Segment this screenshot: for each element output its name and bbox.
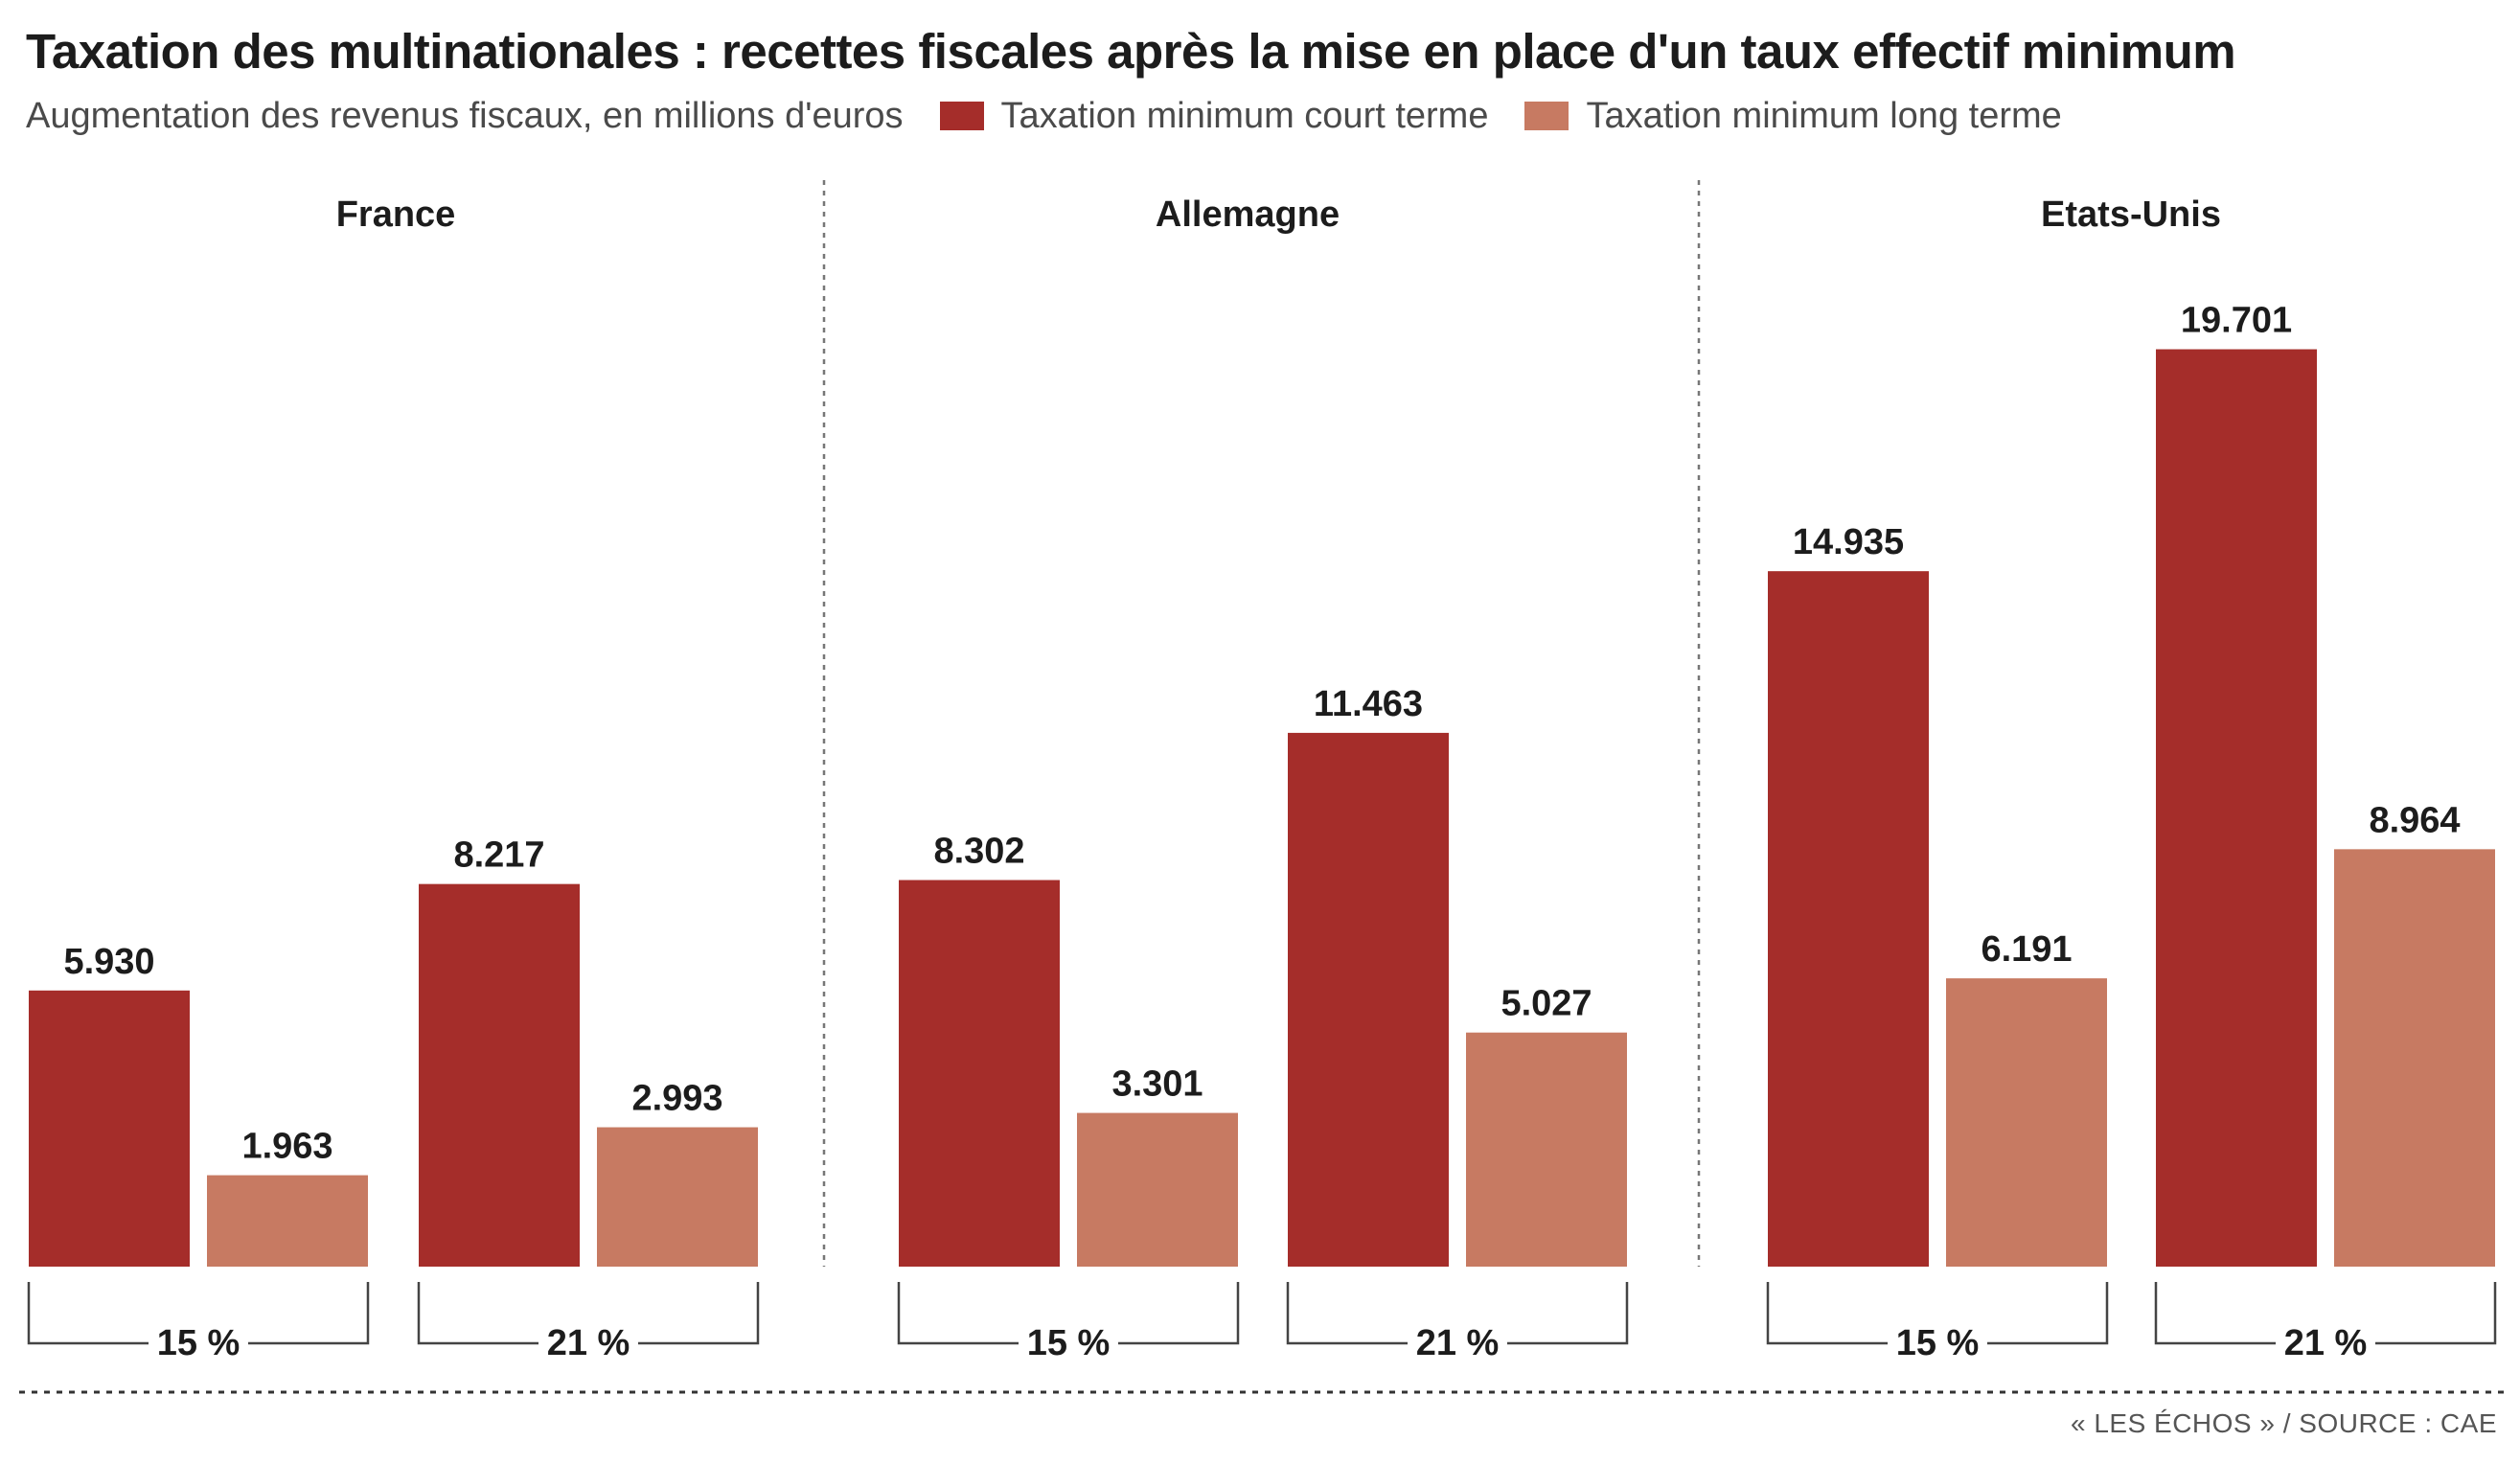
bar-short-1-1 [1288, 732, 1449, 1267]
panel-title-2: Etats-Unis [2041, 194, 2221, 235]
data-label-long-2-1: 8.964 [2369, 800, 2460, 840]
data-label-short-0-0: 5.930 [63, 942, 154, 982]
bar-long-1-1 [1466, 1032, 1627, 1267]
legend-item-long-term: Taxation minimum long terme [1524, 95, 2062, 137]
rate-bracket-right-1-0 [1118, 1282, 1240, 1345]
source-credit: « LES ÉCHOS » / SOURCE : CAE [2070, 1408, 2497, 1438]
panel-title-0: France [336, 194, 456, 235]
bar-short-0-1 [419, 883, 580, 1267]
rate-bracket-right-2-0 [1987, 1282, 2109, 1345]
bar-long-0-1 [597, 1127, 758, 1267]
bar-long-0-0 [207, 1175, 368, 1267]
data-label-short-0-1: 8.217 [453, 835, 544, 876]
rate-bracket-left-0-0 [27, 1282, 149, 1345]
rate-label-2-1: 21 % [2284, 1323, 2368, 1363]
rate-bracket-right-0-0 [248, 1282, 370, 1345]
data-label-long-0-1: 2.993 [631, 1079, 722, 1119]
rate-bracket-right-2-1 [2375, 1282, 2497, 1345]
subtitle-legend-row: Augmentation des revenus fiscaux, en mil… [26, 92, 2062, 140]
rate-label-2-0: 15 % [1896, 1323, 1980, 1363]
data-label-short-2-1: 19.701 [2181, 301, 2292, 341]
chart-subtitle: Augmentation des revenus fiscaux, en mil… [26, 95, 904, 136]
panel-title-1: Allemagne [1156, 194, 1340, 235]
rate-bracket-left-2-1 [2154, 1282, 2276, 1345]
rate-bracket-right-0-1 [638, 1282, 760, 1345]
data-label-short-2-0: 14.935 [1793, 522, 1904, 562]
legend-label-long-term: Taxation minimum long terme [1586, 95, 2062, 136]
rate-bracket-right-1-1 [1507, 1282, 1629, 1345]
rate-label-0-0: 15 % [157, 1323, 241, 1363]
legend-swatch-long-term [1524, 102, 1569, 130]
legend-item-short-term: Taxation minimum court terme [939, 95, 1489, 137]
bar-long-2-1 [2334, 849, 2495, 1267]
bar-short-1-0 [899, 880, 1060, 1267]
bar-short-2-0 [1768, 571, 1929, 1267]
rate-bracket-left-1-0 [897, 1282, 1019, 1345]
data-label-long-0-0: 1.963 [241, 1127, 332, 1167]
bar-long-2-0 [1946, 978, 2107, 1267]
bar-long-1-0 [1077, 1112, 1238, 1267]
data-label-short-1-1: 11.463 [1314, 684, 1423, 724]
legend-swatch-short-term [939, 102, 984, 130]
data-label-long-1-1: 5.027 [1501, 984, 1592, 1024]
rate-label-1-1: 21 % [1416, 1323, 1500, 1363]
legend-label-short-term: Taxation minimum court terme [1000, 95, 1489, 136]
chart-title: Taxation des multinationales : recettes … [26, 24, 2236, 79]
rate-bracket-left-2-0 [1766, 1282, 1888, 1345]
data-label-long-2-0: 6.191 [1981, 929, 2072, 970]
rate-label-0-1: 21 % [547, 1323, 630, 1363]
bar-short-2-1 [2156, 349, 2317, 1268]
data-label-short-1-0: 8.302 [933, 832, 1024, 872]
data-label-long-1-0: 3.301 [1111, 1064, 1203, 1105]
rate-bracket-left-1-1 [1286, 1282, 1408, 1345]
rate-bracket-left-0-1 [417, 1282, 538, 1345]
rate-label-1-0: 15 % [1027, 1323, 1111, 1363]
bar-short-0-0 [29, 990, 190, 1267]
